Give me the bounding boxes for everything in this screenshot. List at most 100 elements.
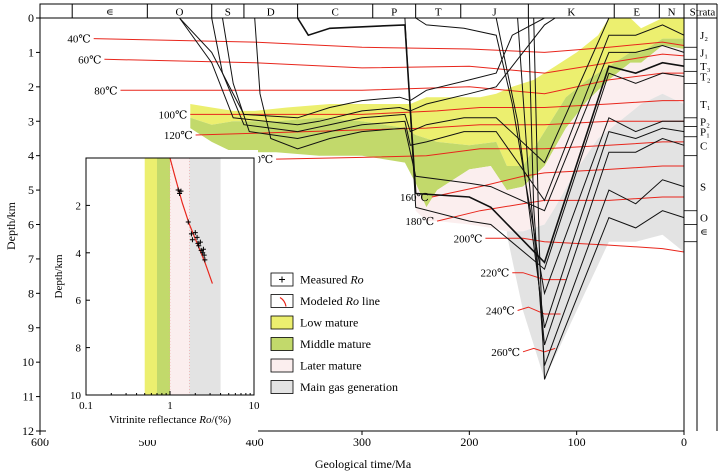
y-tick-label: 12 [22, 424, 34, 438]
strata-label: J₁ [700, 47, 708, 59]
strata-label: C [700, 140, 707, 152]
period-label: ∊ [106, 7, 114, 19]
x-tick-label: 300 [353, 435, 371, 449]
strata-label: ∊ [700, 226, 708, 238]
legend-red-line [279, 296, 287, 307]
y-tick-label: 2 [28, 80, 34, 94]
isotherm-line [276, 141, 684, 160]
burial-curve [495, 17, 685, 328]
inset-x-tick-label: 1 [167, 400, 173, 412]
y-tick-label: 3 [28, 114, 34, 128]
inset-y-tick-label: 10 [70, 390, 82, 402]
zone-middle-mature [190, 38, 685, 208]
strata-label: J₂ [700, 30, 708, 42]
x-tick-label: 100 [568, 435, 586, 449]
legend-swatch [270, 294, 294, 308]
inset-y-tick-label: 8 [76, 343, 82, 355]
isotherm-label: 120℃ [164, 130, 193, 142]
inset-y-tick-label: 6 [76, 295, 82, 307]
burial-curve [211, 17, 684, 164]
strata-label: T₃ [700, 61, 711, 73]
period-label: J [492, 7, 497, 19]
isotherm-line [517, 306, 561, 315]
isotherms: 40℃60℃80℃100℃120℃140℃160℃180℃200℃220℃240… [67, 34, 685, 359]
burial-curve [72, 17, 684, 119]
legend-label-italic: Ro [349, 273, 363, 287]
x-axis-label: Geological time/Ma [315, 457, 412, 471]
y-tick-label: 4 [28, 149, 34, 163]
y-tick-label: 7 [28, 252, 34, 266]
strata-label: P₁ [700, 127, 710, 139]
y-tick-label: 1 [28, 45, 34, 59]
isotherm-label: 260℃ [491, 347, 520, 359]
legend-swatch [270, 358, 294, 373]
inset-measured-ro-point [175, 187, 181, 193]
legend-label-text: Low mature [300, 316, 358, 330]
strata-label: T₁ [700, 99, 711, 111]
legend-swatch [270, 380, 294, 394]
legend-label: Main gas generation [300, 380, 398, 394]
inset-y-axis-label: Depth/km [53, 254, 65, 298]
isotherm-label: 80℃ [94, 85, 117, 97]
burial-curve [296, 17, 685, 264]
isotherm-label: 200℃ [454, 233, 483, 245]
legend-swatch [270, 315, 294, 330]
inset-x-tick-label: 10 [249, 400, 261, 412]
inset-measured-ro-point [202, 257, 208, 263]
inset-x-axis-label-text: Vitrinite reflectance [109, 414, 199, 426]
legend-label: Modeled Ro line [300, 294, 380, 308]
inset-y-tick-label: 4 [76, 248, 82, 260]
y-tick-label: 6 [28, 218, 34, 232]
inset-measured-ro-point [194, 234, 200, 240]
inset-measured-ro-point [192, 230, 198, 236]
strata-label: S [700, 182, 706, 194]
isotherm-label: 40℃ [67, 34, 90, 46]
inset-measured-ro-point [188, 231, 194, 237]
legend-plus-marker [279, 276, 285, 283]
legend-label-tail: line [359, 294, 380, 308]
zone-low-mature [190, 18, 685, 166]
y-tick-label: 10 [22, 355, 34, 369]
strata-label: P₂ [700, 116, 710, 128]
period-label: C [331, 7, 338, 19]
y-axis-label: Depth/km [4, 201, 18, 250]
period-label: T [435, 7, 442, 19]
ro-depth-inset: 0.1 1 10 2 4 6 8 10 Depth/km Vitrinite reflectanc… [46, 150, 260, 440]
burial-curves [72, 17, 685, 380]
inset-maturity-band [144, 158, 157, 395]
legend-label-text: Main gas generation [300, 380, 398, 394]
inset-measured-ro-point [178, 188, 184, 194]
burial-curve [254, 17, 685, 212]
isotherm-label: 240℃ [486, 306, 515, 318]
period-label: K [567, 7, 575, 19]
legend-label: Later mature [300, 359, 362, 373]
burial-curve [517, 17, 685, 346]
isotherm-label: 180℃ [405, 216, 434, 228]
inset-x-tick-label: 0.1 [79, 400, 93, 412]
strata-header: Strata [690, 7, 716, 19]
legend-label-text: Measured [300, 273, 350, 287]
isotherm-label: 160℃ [400, 192, 429, 204]
period-bar: ∊ O S D C P T J K E N [39, 3, 685, 19]
x-tick-label: 600 [31, 435, 49, 449]
burial-curve [415, 17, 684, 296]
legend-label-text: Later mature [300, 359, 362, 373]
y-tick-label: 8 [28, 286, 34, 300]
inset-maturity-band [189, 158, 221, 395]
isotherm-label: 100℃ [158, 109, 187, 121]
y-tick-label: 9 [28, 321, 34, 335]
inset-measured-ro-point [196, 243, 202, 249]
legend-label-text: Modeled [300, 294, 346, 308]
strata-label: T₂ [700, 72, 711, 84]
isotherm-line [485, 237, 685, 253]
y-tick-label: 5 [28, 183, 34, 197]
isotherm-line [190, 100, 684, 115]
burial-curve [222, 17, 685, 202]
burial-curve [533, 17, 685, 380]
legend-label: Low mature [300, 316, 358, 330]
inset-maturity-band [156, 158, 170, 395]
inset-y-tick-label: 2 [76, 200, 82, 212]
legend-label: Measured Ro [300, 273, 364, 287]
period-bar-frame [39, 3, 685, 19]
